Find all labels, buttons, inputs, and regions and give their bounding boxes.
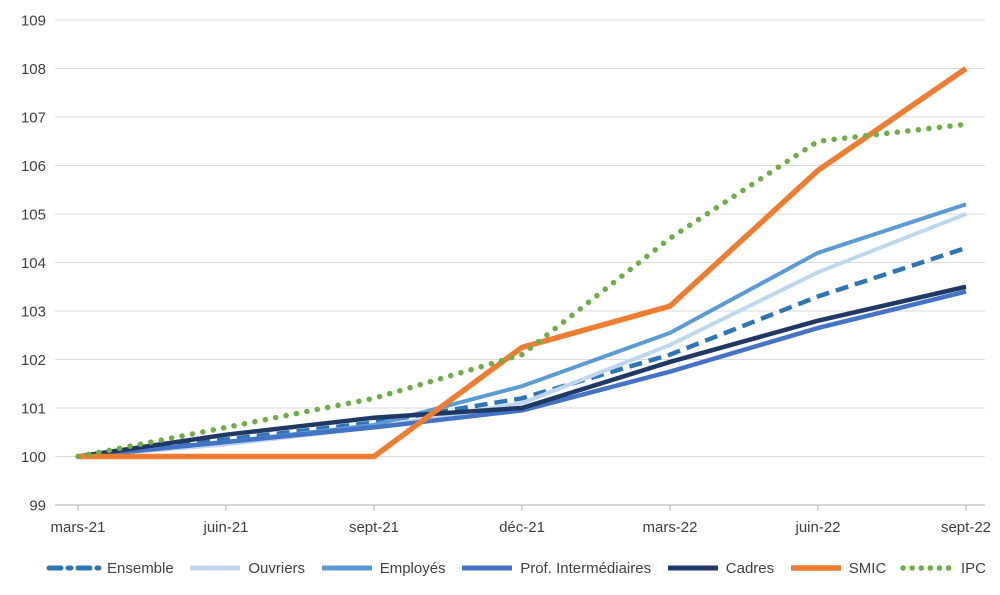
legend-sample-ipc [900,565,956,571]
x-axis-tick-label: mars-21 [50,519,105,536]
y-axis-tick-label: 105 [21,207,46,224]
legend-label-prof-interm-diaires: Prof. Intermédiaires [520,559,652,577]
legend-sample-prof-interm-diaires [462,565,513,571]
x-axis-tick-label: déc-21 [499,519,545,536]
series-line-ensemble [77,245,967,459]
legend-label-employ-s: Employés [379,559,446,577]
x-axis-tick-label: sept-22 [941,519,991,536]
y-axis-tick-label: 103 [21,304,46,321]
y-axis-tick-label: 100 [21,449,46,466]
legend-item-smic: SMIC [788,559,887,577]
legend-item-ipc: IPC [900,560,986,577]
y-axis-tick-label: 109 [21,13,46,30]
series-line-cadres [77,284,967,459]
legend-label-cadres: Cadres [725,559,775,577]
x-axis-tick-label: juin-22 [794,519,840,536]
legend-sample-ensemble [46,565,102,571]
legend-sample-employ-s [321,565,372,571]
y-axis-tick-label: 99 [29,498,46,515]
y-axis-tick-label: 101 [21,401,46,418]
series-line-prof-interm-diaires [77,289,967,459]
y-axis-tick-label: 107 [21,110,46,127]
legend-item-employ-s: Employés [319,560,446,577]
series-line-smic [78,66,968,460]
legend-label-smic: SMIC [848,559,887,577]
series-line-employ-s [77,202,967,459]
y-axis-tick-label: 102 [21,352,46,369]
legend-sample-cadres [667,565,718,571]
legend-label-ouvriers: Ouvriers [248,559,306,577]
x-axis-tick-label: juin-21 [202,519,248,536]
legend-item-ouvriers: Ouvriers [187,560,305,577]
chart-legend: Ensemble Ouvriers Employés Prof. Intermédia… [0,553,1000,583]
legend-item-ensemble: Ensemble [46,560,174,577]
legend-item-prof-interm-diaires: Prof. Intermédiaires [459,560,651,577]
y-axis-tick-label: 104 [21,255,46,272]
legend-sample-ouvriers [190,565,241,571]
x-axis-tick-label: sept-21 [349,519,399,536]
legend-label-ensemble: Ensemble [107,559,174,577]
y-axis-tick-label: 108 [21,61,46,78]
y-axis-tick-label: 106 [21,158,46,175]
legend-item-cadres: Cadres [665,560,774,577]
legend-sample-smic [790,565,841,571]
series-line-ipc [75,121,969,460]
series-line-ouvriers [77,212,967,459]
chart-canvas: 99 100 101 102 103 104 105 106 107 108 109 mars-21 j… [21,13,991,537]
legend-label-ipc: IPC [960,559,986,577]
x-axis-tick-label: mars-22 [642,519,697,536]
